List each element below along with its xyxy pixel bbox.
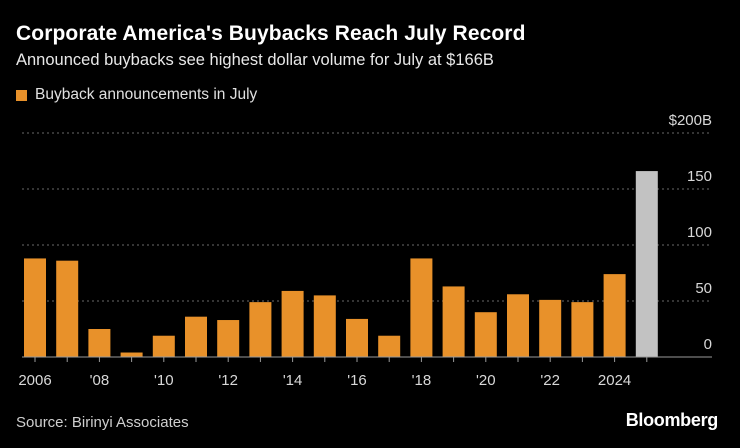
bar-2016 bbox=[346, 318, 368, 357]
bar-2008 bbox=[88, 329, 111, 357]
bar-2006 bbox=[24, 258, 46, 357]
bar-2014 bbox=[281, 290, 304, 357]
x-tick-label: '10 bbox=[154, 372, 174, 389]
bar-2025 bbox=[635, 171, 658, 357]
y-tick-label: 150 bbox=[687, 168, 712, 185]
y-tick-label: 100 bbox=[687, 224, 712, 241]
bar-2007 bbox=[56, 260, 79, 357]
bar-2017 bbox=[378, 335, 401, 357]
legend-label: Buyback announcements in July bbox=[35, 86, 258, 103]
bar-2024 bbox=[603, 274, 626, 357]
bar-2009 bbox=[120, 352, 143, 357]
bar-2019 bbox=[442, 286, 465, 357]
legend-swatch bbox=[16, 89, 27, 101]
x-tick-label: '22 bbox=[540, 372, 560, 389]
x-tick-label: 2024 bbox=[598, 372, 631, 389]
y-tick-label: 0 bbox=[704, 336, 712, 353]
x-tick-label: '20 bbox=[476, 372, 496, 389]
chart-title: Corporate America's Buybacks Reach July … bbox=[16, 22, 526, 45]
bar-2015 bbox=[313, 295, 336, 357]
bar-chart: 0 50 100 150 $200B 2006 '08 '10 '12 '14 '16 '18 '20 '… bbox=[18, 112, 712, 389]
bar-2023 bbox=[571, 302, 594, 357]
x-tick-label: '08 bbox=[90, 372, 110, 389]
bar-2018 bbox=[410, 258, 433, 357]
x-tick-label: '14 bbox=[283, 372, 303, 389]
y-tick-label: $200B bbox=[669, 112, 712, 129]
bar-2012 bbox=[217, 320, 240, 357]
x-tick-label: '16 bbox=[347, 372, 367, 389]
x-tick-label: '12 bbox=[218, 372, 238, 389]
bar-2021 bbox=[507, 294, 529, 357]
bar-2020 bbox=[474, 312, 497, 357]
x-tick-label: '18 bbox=[412, 372, 432, 389]
y-tick-label: 50 bbox=[695, 280, 712, 297]
bar-2013 bbox=[249, 302, 272, 357]
bar-2011 bbox=[185, 316, 207, 357]
x-tick-label: 2006 bbox=[18, 372, 51, 389]
source-note: Source: Birinyi Associates bbox=[16, 414, 189, 431]
chart-subtitle: Announced buybacks see highest dollar vo… bbox=[16, 51, 494, 69]
bar-2022 bbox=[539, 299, 562, 357]
bar-2010 bbox=[152, 335, 175, 357]
legend: Buyback announcements in July bbox=[16, 86, 257, 104]
bloomberg-logo: Bloomberg bbox=[625, 410, 719, 430]
